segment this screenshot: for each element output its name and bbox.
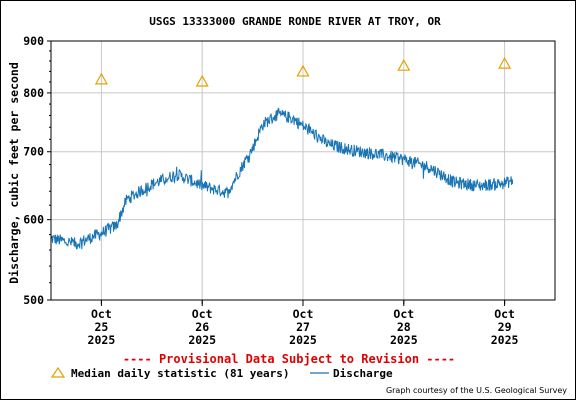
median-marker-2 [195,74,209,87]
y-axis-ticks: 900 800 700 600 500 [23,34,51,307]
legend-median-label: Median daily statistic (81 years) [71,367,290,380]
x-tick-label-3-2: 28 [397,320,411,334]
x-tick-label-2-1: Oct [293,307,314,321]
x-tick-label-2-3: 2025 [289,333,317,347]
median-marker-1 [94,72,108,85]
chart-title: USGS 13333000 GRANDE RONDE RIVER AT TROY… [149,15,441,28]
legend: Median daily statistic (81 years) Discha… [50,366,393,380]
x-tick-label-3-1: Oct [393,307,414,321]
legend-median-triangle-icon [50,366,66,378]
x-tick-label-1-3: 2025 [188,333,216,347]
y-tick-label-1: 800 [23,86,44,100]
x-tick-label-1-1: Oct [192,307,213,321]
legend-discharge-label: Discharge [333,367,393,380]
y-tick-label-2: 700 [23,145,44,159]
x-tick-label-3-3: 2025 [390,333,418,347]
y-tick-label-0: 900 [23,34,44,48]
usgs-credit: Graph courtesy of the U.S. Geological Su… [385,386,567,395]
x-tick-label-4-3: 2025 [491,333,519,347]
provisional-notice: ---- Provisional Data Subject to Revisio… [122,352,456,366]
x-tick-label-4-2: 29 [498,320,512,334]
x-tick-label-1-2: 26 [195,320,209,334]
grid-lines [51,41,555,300]
x-tick-label-0-2: 25 [94,320,108,334]
x-axis-ticks: Oct252025Oct262025Oct272025Oct282025Oct2… [88,300,519,347]
x-tick-label-0-1: Oct [91,307,112,321]
x-tick-label-2-2: 27 [296,320,310,334]
plot-series [50,56,514,250]
y-axis-label: Discharge, cubic feet per second [7,62,21,284]
discharge-series-line [50,107,514,250]
median-marker-3 [296,64,310,77]
x-tick-label-4-1: Oct [494,307,515,321]
median-marker-4 [397,58,411,71]
x-tick-label-0-3: 2025 [88,333,116,347]
y-tick-label-3: 600 [23,213,44,227]
median-marker-5 [498,56,512,69]
y-tick-label-4: 500 [23,293,44,307]
